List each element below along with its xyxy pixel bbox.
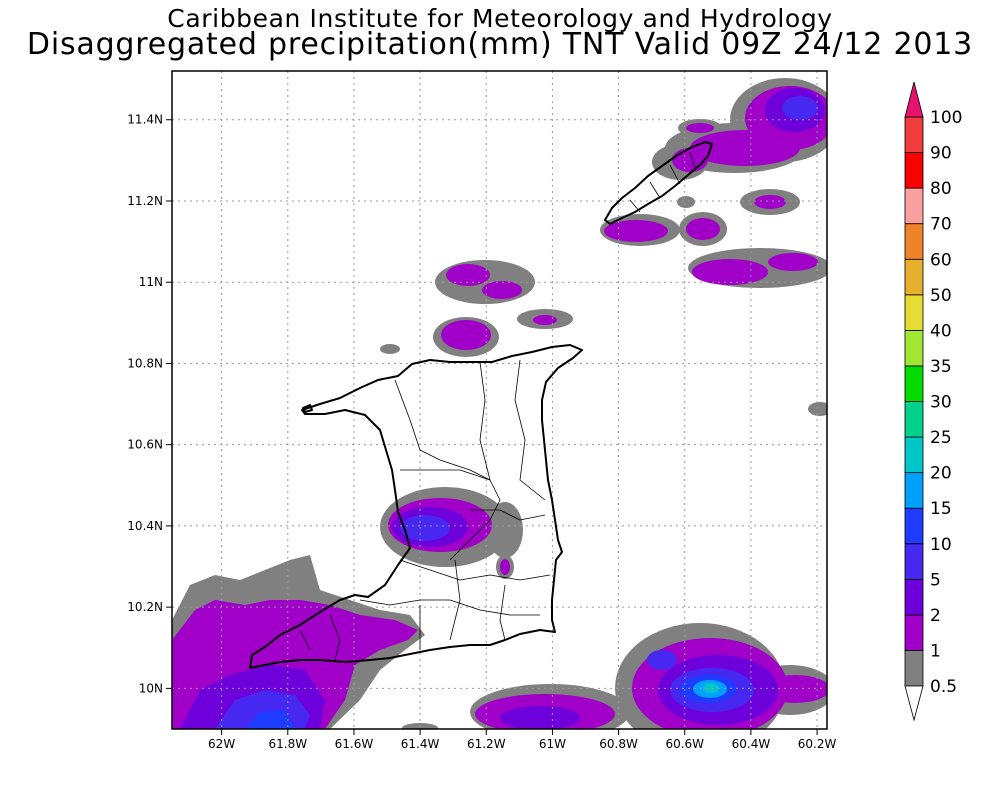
colorbar-label: 10 [930,535,952,555]
graticule [172,71,827,729]
y-tick-label: 10.4N [127,519,163,533]
coastline [249,141,713,669]
colorbar-label: 20 [930,464,952,484]
x-tick-label: 61.2W [467,737,506,751]
colorbar-swatch [904,365,924,402]
colorbar-label: 30 [930,393,952,413]
plot-frame [171,70,828,730]
x-tick-label: 61.6W [335,737,374,751]
colorbar-swatch [904,578,924,616]
island-outline [302,404,313,413]
tobago-boundaries [629,151,696,213]
axes: 62W 61.8W 61.6W 61.4W 61.2W 61W 60.8W 60.6W 60.4… [127,113,836,751]
y-tick-label: 10N [139,681,163,695]
colorbar-label: 35 [930,357,952,377]
trinidad-boundaries [299,359,551,661]
colorbar-label: 15 [930,499,952,519]
chart-subtitle: Disaggregated precipitation(mm) TNT Vali… [26,27,974,62]
colorbar-label: 50 [930,286,952,306]
y-tick-label: 11.4N [127,113,163,127]
colorbar-max-triangle [904,81,924,118]
colorbar-label: 0.5 [930,677,957,697]
colorbar-label: 1 [930,641,941,661]
colorbar-label: 80 [930,179,952,199]
colorbar-swatch [904,507,924,545]
colorbar-swatch [904,543,924,580]
y-tick-label: 11.2N [127,194,163,208]
colorbar-label: 25 [930,428,952,448]
x-tick-label: 61.8W [268,737,307,751]
colorbar-swatch [904,223,924,260]
colorbar-swatch [904,187,924,225]
colorbar-label: 100 [930,108,962,128]
colorbar-swatch [904,294,924,331]
y-tick-label: 10.8N [127,356,163,370]
colorbar-swatch [904,116,924,153]
colorbar-swatch [904,472,924,509]
x-tick-label: 62W [208,737,235,751]
tobago-outline [604,141,713,225]
y-tick-label: 10.6N [127,438,163,452]
x-tick-label: 60.4W [732,737,771,751]
x-tick-label: 61.4W [401,737,440,751]
precipitation-fields [172,78,827,729]
x-tick-label: 60.8W [599,737,638,751]
x-tick-label: 60.6W [665,737,704,751]
colorbar-label: 5 [930,570,941,590]
colorbar-min-triangle [904,685,924,722]
chart-title: Caribbean Institute for Meteorology and … [167,4,833,33]
colorbar-swatch [904,401,924,438]
colorbar-swatch [904,152,924,189]
colorbar-label: 40 [930,321,952,341]
y-tick-label: 10.2N [127,600,163,614]
y-tick-label: 11N [139,275,163,289]
colorbar-label: 60 [930,250,952,270]
colorbar-label: 70 [930,215,952,235]
colorbar-label: 2 [930,606,941,626]
colorbar-swatch [904,258,924,296]
x-tick-label: 60.2W [798,737,837,751]
colorbar-swatch [904,650,924,687]
colorbar-label: 90 [930,144,952,164]
x-tick-label: 61W [539,737,566,751]
precip-band-teal [703,683,719,693]
colorbar-swatch [904,614,924,651]
colorbar-swatch [904,329,924,367]
colorbar-swatch [904,436,924,474]
